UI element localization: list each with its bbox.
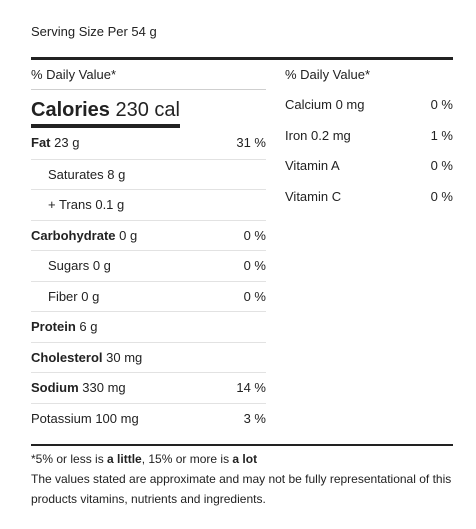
nutrients-left-column: % Daily Value* Calories 230 cal Fat 23 g… (31, 60, 266, 433)
nutrient-name: Potassium (31, 410, 92, 426)
bottom-divider (31, 444, 453, 446)
mineral-row: Iron 0.2 mg 1 % (285, 121, 453, 152)
mineral-row: Calcium 0 mg 0 % (285, 90, 453, 121)
mineral-percent: 0 % (430, 188, 453, 204)
nutrient-label: Fiber 0 g (31, 282, 99, 312)
nutrient-label: Fat 23 g (31, 128, 79, 159)
nutrient-percent: 3 % (243, 410, 266, 426)
nutrients-right-column: % Daily Value* Calcium 0 mg 0 % Iron 0.2 m… (285, 60, 453, 212)
nutrient-amount: 30 mg (106, 349, 143, 365)
footnote-little: a little (107, 452, 142, 466)
mineral-label: Vitamin C (285, 188, 342, 204)
footnote-middle: , 15% or more is (141, 452, 233, 466)
nutrient-percent: 0 % (243, 288, 266, 304)
footnote-disclaimer: The values stated are approximate and ma… (31, 472, 452, 506)
mineral-percent: 0 % (430, 158, 453, 173)
nutrient-amount: 100 mg (95, 410, 139, 426)
nutrient-label: Carbohydrate 0 g (31, 221, 137, 251)
footnote: *5% or less is a little, 15% or more is … (31, 449, 461, 509)
top-divider (31, 57, 453, 60)
nutrient-label: Sodium 330 mg (31, 373, 126, 403)
nutrient-label: Cholesterol 30 mg (31, 343, 142, 373)
nutrient-percent: 31 % (236, 135, 266, 150)
nutrient-amount: 0 g (119, 227, 138, 243)
nutrient-percent: 0 % (243, 258, 266, 273)
mineral-label: Calcium 0 mg (285, 97, 365, 112)
calories-text: Calories 230 cal (31, 98, 180, 122)
daily-value-header-right: % Daily Value* (285, 67, 371, 82)
nutrient-amount: 0.1 g (95, 197, 125, 212)
nutrient-row: Carbohydrate 0 g 0 % (31, 219, 266, 251)
mineral-percent: 0 % (430, 97, 453, 112)
mineral-row: Vitamin C 0 % (285, 182, 453, 213)
nutrient-name: Sodium (31, 380, 79, 395)
nutrient-name: Fat (31, 135, 51, 150)
serving-size: Serving Size Per 54 g (31, 24, 157, 39)
nutrient-name: Saturates (48, 166, 104, 182)
nutrient-amount: 6 g (79, 319, 98, 334)
mineral-percent: 1 % (430, 127, 453, 143)
nutrient-name: Sugars (48, 258, 90, 273)
nutrient-row: Fiber 0 g 0 % (31, 280, 266, 312)
daily-value-header-left: % Daily Value* (31, 60, 266, 90)
calories-value: 230 cal (115, 99, 181, 121)
footnote-threshold: *5% or less is a little, 15% or more is … (31, 449, 461, 469)
nutrient-row: Potassium 100 mg 3 % (31, 402, 266, 434)
nutrient-row: Sodium 330 mg 14 % (31, 372, 266, 403)
nutrient-label: + Trans 0.1 g (31, 190, 124, 220)
nutrient-percent: 14 % (236, 380, 266, 395)
nutrient-amount: 0 g (92, 258, 111, 273)
nutrient-amount: 23 g (54, 135, 80, 150)
nutrient-amount: 330 mg (82, 380, 126, 395)
right-nutrient-list: Calcium 0 mg 0 % Iron 0.2 mg 1 % Vitamin A 0 … (285, 90, 453, 212)
nutrient-label: Saturates 8 g (31, 160, 125, 190)
nutrient-name: + Trans (48, 197, 92, 212)
nutrient-name: Cholesterol (31, 349, 103, 365)
calories-label: Calories (31, 99, 110, 121)
nutrient-row: Cholesterol 30 mg (31, 341, 266, 373)
footnote-lot: a lot (232, 452, 258, 466)
nutrient-row: Saturates 8 g (31, 158, 266, 190)
nutrient-row: Fat 23 g 31 % (31, 128, 266, 159)
mineral-label: Iron 0.2 mg (285, 127, 351, 143)
nutrient-name: Protein (31, 319, 76, 334)
nutrient-row: Protein 6 g (31, 311, 266, 342)
mineral-label: Vitamin A (285, 158, 340, 173)
footnote-prefix: *5% or less is (31, 452, 108, 466)
mineral-row: Vitamin A 0 % (285, 151, 453, 182)
nutrient-row: Sugars 0 g 0 % (31, 250, 266, 281)
nutrient-label: Protein 6 g (31, 312, 98, 342)
nutrient-amount: 8 g (107, 166, 126, 182)
nutrient-percent: 0 % (243, 227, 266, 243)
nutrient-amount: 0 g (81, 288, 100, 304)
calories-block: Calories 230 cal (31, 90, 266, 128)
calories-underline (31, 124, 180, 128)
nutrient-label: Sugars 0 g (31, 251, 111, 281)
nutrient-name: Fiber (48, 288, 78, 304)
left-nutrient-list: Fat 23 g 31 % Saturates 8 g + Trans 0.1 g Ca… (31, 128, 266, 433)
nutrient-name: Carbohydrate (31, 227, 116, 243)
nutrient-label: Potassium 100 mg (31, 404, 139, 434)
nutrient-row: + Trans 0.1 g (31, 189, 266, 220)
